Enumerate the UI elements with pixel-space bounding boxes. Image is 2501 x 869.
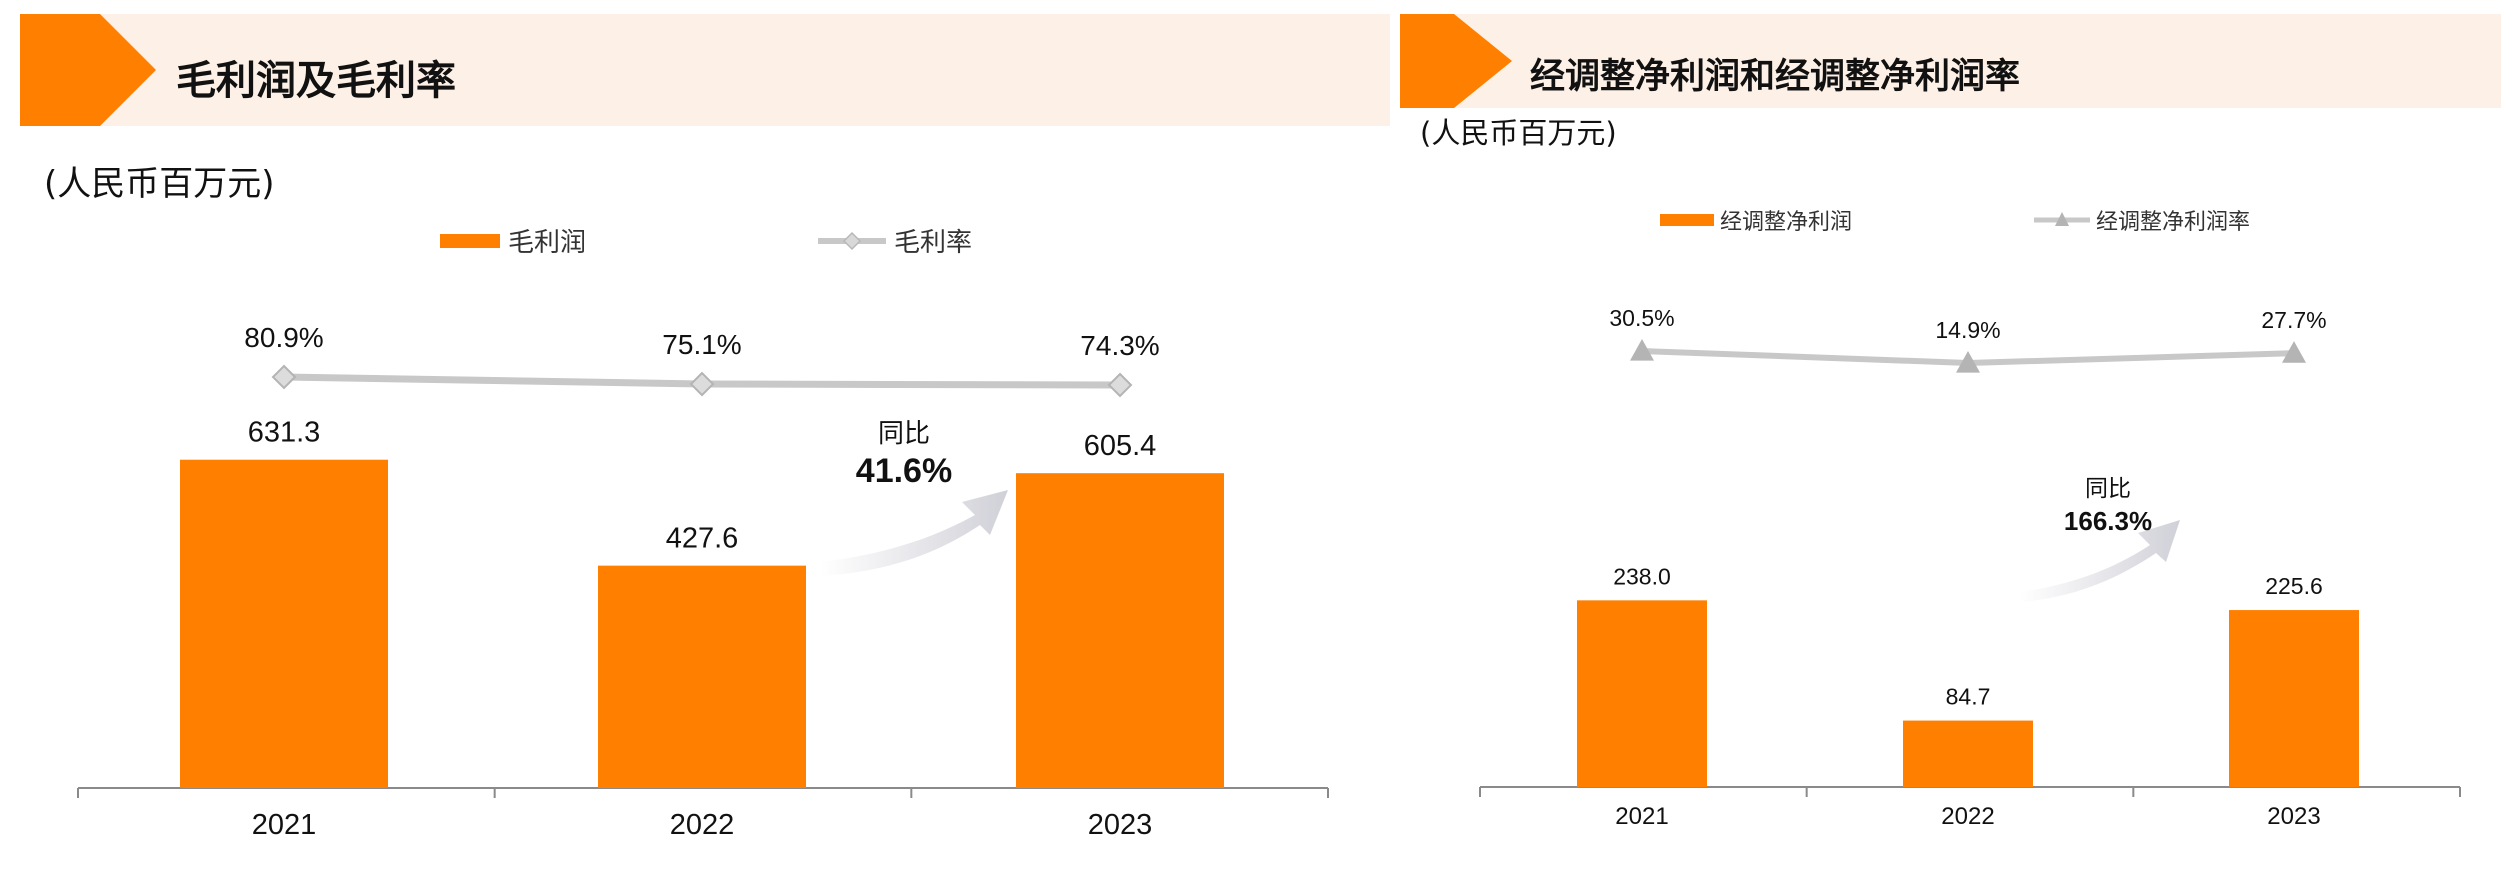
- bar-value-label: 427.6: [666, 523, 739, 555]
- bar-value-label: 84.7: [1946, 684, 1991, 710]
- panel-title: 毛利润及毛利率: [176, 58, 456, 104]
- bar-value-label: 238.0: [1613, 563, 1671, 589]
- gross-profit-panel: 毛利润及毛利率 (人民币百万元) 毛利润 毛利率 631.3 2021 427.6 2…: [20, 14, 1390, 841]
- x-tick-label: 2023: [1088, 809, 1153, 841]
- x-tick-label: 2022: [1941, 803, 1994, 830]
- adjusted-net-profit-chart: 238.0 2021 84.7 2022 225.6 2023 30.5% 14.9% 27.7…: [1479, 305, 2461, 830]
- chart-legend: 毛利润 毛利率: [440, 222, 972, 259]
- legend-bar-swatch: [440, 233, 500, 248]
- unit-label: (人民币百万元): [44, 164, 275, 204]
- rate-marker: [689, 371, 715, 397]
- rate-value-label: 14.9%: [1935, 317, 2000, 343]
- chevron-arrow-icon: [1400, 14, 1512, 108]
- header-band: [20, 14, 1390, 126]
- gross-profit-chart: 631.3 2021 427.6 2022 605.4 2023 80.9% 75.1% 74.…: [77, 322, 1329, 841]
- rate-marker: [271, 364, 297, 390]
- bar-value-label: 631.3: [248, 417, 321, 449]
- legend-bar-label: 毛利润: [508, 228, 587, 258]
- x-tick-label: 2021: [252, 809, 317, 841]
- x-tick-label: 2023: [2267, 803, 2320, 830]
- bar-2021: [180, 459, 388, 788]
- legend-line-label: 经调整净利润率: [2096, 210, 2251, 235]
- yoy-label: 同比: [878, 419, 930, 449]
- adjusted-net-profit-panel: 经调整净利润和经调整净利润率 (人民币百万元) 经调整净利润 经调整净利润率 2…: [1400, 0, 2501, 869]
- rate-value-label: 74.3%: [1080, 330, 1159, 361]
- yoy-growth-arrow: [820, 490, 1008, 576]
- legend-bar-label: 经调整净利润: [1720, 210, 1853, 235]
- panel-title: 经调整净利润和经调整净利润率: [1530, 57, 2021, 97]
- rate-value-label: 27.7%: [2261, 307, 2326, 333]
- bar-2023: [2229, 610, 2359, 787]
- legend-bar-swatch: [1660, 214, 1714, 226]
- rate-marker: [1956, 351, 1980, 373]
- yoy-value: 166.3%: [2064, 506, 2152, 536]
- rate-value-label: 80.9%: [244, 322, 323, 353]
- rate-marker: [2282, 341, 2306, 363]
- bar-value-label: 605.4: [1084, 430, 1157, 462]
- bar-2021: [1577, 600, 1707, 787]
- x-tick-label: 2021: [1615, 803, 1668, 830]
- rate-value-label: 75.1%: [662, 329, 741, 360]
- header-band: [1400, 14, 2501, 108]
- yoy-growth-arrow: [2020, 520, 2180, 602]
- rate-marker: [1107, 372, 1133, 398]
- bar-2022: [1903, 720, 2033, 787]
- x-tick-label: 2022: [670, 809, 735, 841]
- legend-line-swatch: [818, 231, 887, 250]
- legend-line-label: 毛利率: [894, 228, 973, 258]
- yoy-label: 同比: [2085, 476, 2131, 502]
- rate-marker: [1630, 339, 1654, 361]
- yoy-value: 41.6%: [856, 452, 952, 490]
- legend-line-swatch: [2034, 212, 2091, 226]
- chevron-arrow-icon: [20, 14, 156, 126]
- unit-label: (人民币百万元): [1420, 116, 1617, 150]
- bar-2023: [1016, 473, 1224, 788]
- bar-2022: [598, 565, 806, 788]
- rate-value-label: 30.5%: [1609, 305, 1674, 331]
- bar-value-label: 225.6: [2265, 573, 2323, 599]
- chart-legend: 经调整净利润 经调整净利润率: [1660, 204, 2250, 236]
